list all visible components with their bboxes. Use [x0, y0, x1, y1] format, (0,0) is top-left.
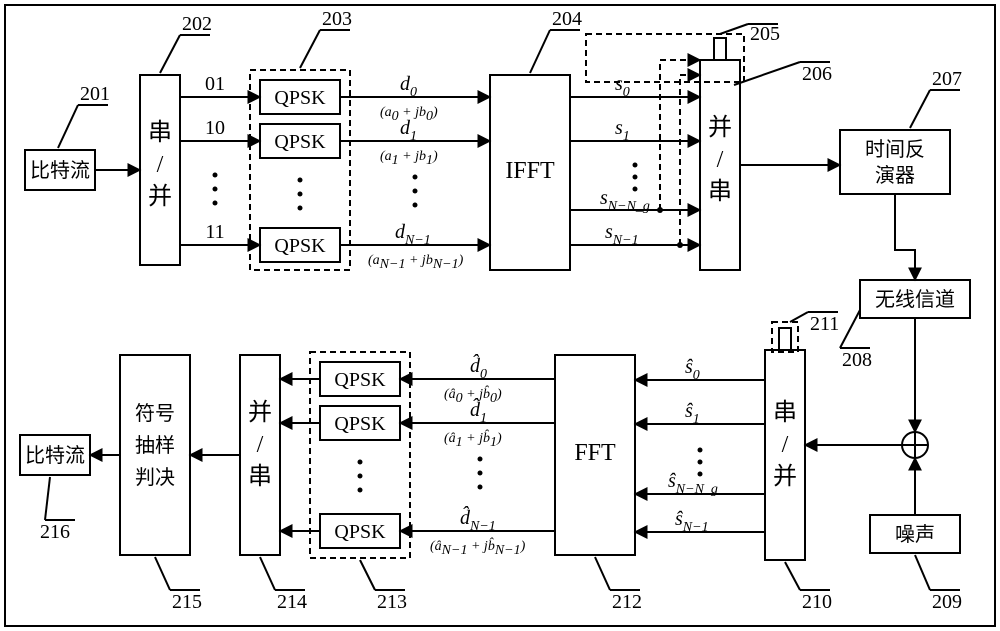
num-206: 206	[802, 63, 832, 85]
num-209: 209	[932, 591, 962, 613]
num-207: 207	[932, 68, 962, 90]
diagram-canvas: 比特流 串 / 并 QPSK QPSK QPSK 01 10 11 IFFT d…	[0, 0, 1000, 631]
qpsk-top-0-lbl: QPSK	[274, 87, 326, 109]
sp-top-l1: /	[157, 152, 164, 178]
dec-l2: 判决	[135, 466, 175, 489]
bits-11: 11	[205, 221, 224, 243]
dec-l1: 抽样	[135, 434, 175, 457]
num-201: 201	[80, 83, 110, 105]
fft-lbl: FFT	[574, 440, 616, 466]
num-204: 204	[552, 8, 582, 30]
num-208: 208	[842, 349, 872, 371]
qpsk-top-2-lbl: QPSK	[274, 235, 326, 257]
ps-top-l1: /	[717, 147, 724, 173]
qpsk-top-1-lbl: QPSK	[274, 131, 326, 153]
num-211: 211	[810, 313, 839, 335]
ifft-lbl: IFFT	[505, 158, 555, 184]
ps-bot-l0: 并	[248, 399, 272, 426]
num-205: 205	[750, 23, 780, 45]
noise-lbl: 噪声	[895, 523, 935, 546]
ps-top-l0: 并	[708, 114, 732, 141]
sp-bot-l2: 并	[773, 463, 797, 490]
bits-01: 01	[205, 73, 225, 95]
bitstream-out-lbl: 比特流	[25, 444, 85, 467]
num-213: 213	[377, 591, 407, 613]
num-202: 202	[182, 13, 212, 35]
qpsk-bot-0-lbl: QPSK	[334, 369, 386, 391]
bits-10: 10	[205, 117, 225, 139]
num-212: 212	[612, 591, 642, 613]
cp-tap-top	[714, 38, 726, 60]
num-214: 214	[277, 591, 307, 613]
ps-top-l2: 串	[708, 178, 732, 205]
num-203: 203	[322, 8, 352, 30]
ps-bot-l2: 串	[248, 463, 272, 490]
time-rev-l0: 时间反	[865, 138, 925, 161]
sp-bot-l0: 串	[773, 399, 797, 426]
num-210: 210	[802, 591, 832, 613]
dec-l0: 符号	[135, 402, 175, 425]
num-216: 216	[40, 521, 70, 543]
qpsk-bot-2-lbl: QPSK	[334, 521, 386, 543]
num-215: 215	[172, 591, 202, 613]
qpsk-bot-1-lbl: QPSK	[334, 413, 386, 435]
sp-top-l0: 串	[148, 119, 172, 146]
channel-lbl: 无线信道	[875, 288, 955, 311]
sp-bot-l1: /	[782, 432, 789, 458]
sp-top-l2: 并	[148, 183, 172, 210]
cp-tap-bot	[779, 328, 791, 350]
time-rev-l1: 演器	[875, 164, 915, 187]
bitstream-in-label: 比特流	[30, 159, 90, 182]
ps-bot-l1: /	[257, 432, 264, 458]
